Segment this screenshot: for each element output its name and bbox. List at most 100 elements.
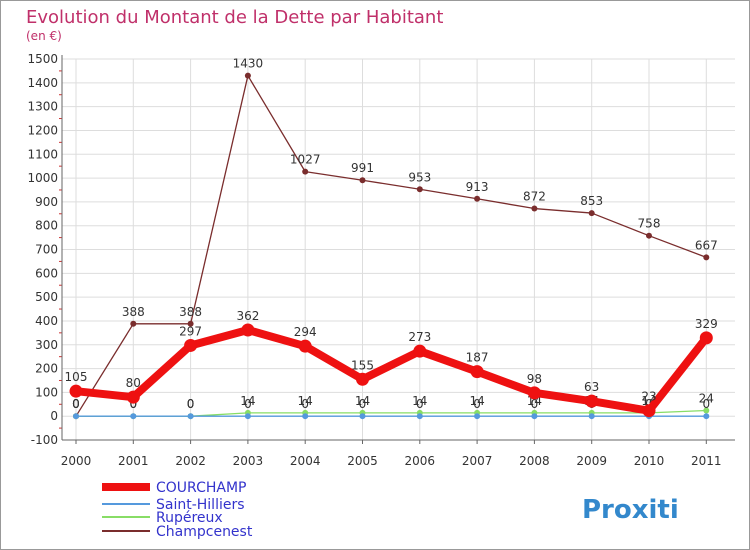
y-tick-label: 1300 [27, 100, 58, 114]
data-point [244, 72, 251, 79]
data-label: 872 [523, 190, 546, 204]
y-tick-label: 1200 [27, 123, 58, 137]
y-tick-label: 0 [50, 409, 58, 423]
data-label: 63 [584, 380, 599, 394]
data-label: 105 [65, 370, 88, 384]
data-label: 98 [527, 372, 542, 386]
data-label: 0 [359, 397, 367, 411]
data-point [531, 413, 538, 420]
data-point [187, 320, 194, 327]
data-label: 23 [641, 390, 656, 404]
data-label: 1430 [233, 57, 264, 71]
y-tick-label: -100 [31, 433, 58, 447]
x-tick-label: 2000 [61, 454, 92, 468]
data-point [302, 413, 309, 420]
y-tick-label: 400 [35, 314, 58, 328]
x-tick-label: 2005 [347, 454, 378, 468]
data-point [130, 413, 137, 420]
data-label: 80 [126, 376, 141, 390]
data-label: 362 [236, 309, 259, 323]
y-tick-label: 1100 [27, 147, 58, 161]
data-label: 953 [408, 170, 431, 184]
data-point [413, 344, 427, 358]
y-tick-label: 500 [35, 290, 58, 304]
series-line [75, 325, 710, 415]
data-label: 0 [416, 397, 424, 411]
series-line [75, 75, 707, 417]
data-point [356, 372, 369, 386]
data-point [470, 365, 484, 379]
x-tick-label: 2007 [462, 454, 493, 468]
data-label: 329 [695, 317, 718, 331]
y-tick-label: 700 [35, 243, 58, 257]
data-point [531, 205, 538, 212]
data-label: 14 [240, 394, 255, 408]
legend-label: Saint-Hilliers [156, 497, 245, 513]
y-tick-label: 300 [35, 338, 58, 352]
data-point [585, 394, 599, 408]
y-tick-label: 100 [35, 385, 58, 399]
series-courchamp: 105 80 297 362 294 155 273 187 98 63 23 329 [65, 309, 718, 418]
data-point [359, 177, 366, 184]
y-tick-label: 1000 [27, 171, 58, 185]
data-label: 758 [638, 217, 661, 231]
x-tick-label: 2004 [290, 454, 321, 468]
data-label: 0 [129, 397, 137, 411]
data-label: 0 [473, 397, 481, 411]
data-label: 294 [294, 325, 317, 339]
data-point [474, 413, 481, 420]
y-tick-label: 900 [35, 195, 58, 209]
data-point [703, 407, 710, 414]
data-label: 0 [702, 397, 710, 411]
data-point [588, 413, 595, 420]
data-point [69, 384, 83, 398]
brand-logo: Proxiti [582, 495, 679, 525]
legend-label: Rupéreux [156, 510, 223, 526]
data-label: 0 [244, 397, 252, 411]
brand-text: Proxiti [582, 495, 679, 525]
data-point [646, 232, 652, 239]
data-label: 14 [469, 394, 484, 408]
legend: COURCHAMPSaint-HilliersRupéreuxChampcene… [102, 480, 253, 540]
data-label: 0 [129, 397, 137, 411]
data-point [642, 404, 656, 418]
data-point [703, 413, 710, 420]
x-tick-label: 2008 [519, 454, 550, 468]
y-tick-label: 1500 [27, 52, 58, 66]
data-point [298, 339, 312, 353]
data-label: 14 [298, 394, 313, 408]
x-tick-label: 2011 [691, 454, 722, 468]
y-tick-label: 1400 [27, 76, 58, 90]
data-label: 1027 [290, 153, 321, 167]
chart-subtitle: (en €) [26, 29, 62, 43]
x-tick-label: 2006 [405, 454, 436, 468]
data-point [588, 210, 595, 217]
data-label: 0 [301, 397, 309, 411]
data-label: 0 [531, 397, 539, 411]
series-champcenest: 0 388 388 1430 1027 991 953 913 872 853 758 667 [72, 57, 718, 420]
data-point [359, 413, 366, 420]
data-point [416, 186, 423, 193]
data-label: 388 [179, 305, 202, 319]
x-tick-label: 2003 [233, 454, 264, 468]
data-point [244, 413, 251, 420]
data-label: 0 [72, 397, 80, 411]
y-tick-label: 200 [35, 362, 58, 376]
data-point [474, 195, 481, 202]
legend-label: COURCHAMP [156, 480, 246, 496]
y-tick-label: 600 [35, 266, 58, 280]
x-tick-label: 2009 [576, 454, 607, 468]
data-label: 853 [580, 194, 603, 208]
data-label: 187 [466, 351, 489, 365]
data-label: 0 [187, 397, 195, 411]
data-point [416, 413, 423, 420]
data-label: 991 [351, 161, 374, 175]
data-point [699, 331, 713, 345]
data-point [241, 323, 255, 337]
data-label: 14 [355, 394, 370, 408]
data-label: 273 [408, 330, 431, 344]
data-label: 0 [72, 397, 80, 411]
x-tick-label: 2010 [634, 454, 665, 468]
